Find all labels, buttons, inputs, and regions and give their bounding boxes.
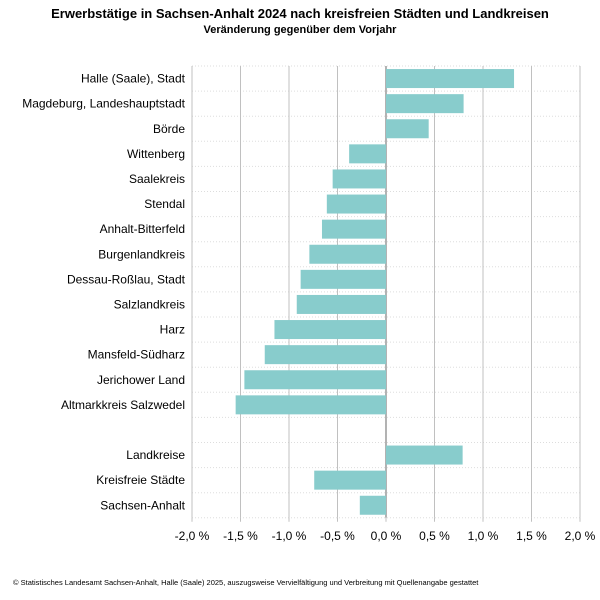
x-tick-label: 0,5 % [419, 529, 450, 543]
category-label: Magdeburg, Landeshauptstadt [22, 97, 185, 111]
x-tick-label: 1,0 % [468, 529, 499, 543]
category-label: Altmarkkreis Salzwedel [61, 398, 185, 412]
category-label: Harz [160, 323, 185, 337]
bar [321, 219, 386, 239]
category-label: Burgenlandkreis [98, 247, 185, 261]
x-tick-label: -1,0 % [272, 529, 307, 543]
bar [309, 244, 386, 264]
category-label: Wittenberg [127, 147, 185, 161]
x-tick-label: -2,0 % [175, 529, 210, 543]
bar [296, 294, 386, 314]
x-tick-label: 0,0 % [371, 529, 402, 543]
bar [274, 320, 386, 340]
bar [386, 445, 463, 465]
bar [386, 119, 429, 139]
bar [264, 345, 386, 365]
x-tick-label: 2,0 % [565, 529, 596, 543]
category-labels: Halle (Saale), Stadt Magdeburg, Landeshau… [22, 72, 185, 513]
category-label: Mansfeld-Südharz [88, 348, 185, 362]
category-label: Salzlandkreis [114, 297, 185, 311]
category-label: Sachsen-Anhalt [100, 498, 185, 512]
grid-layer [191, 65, 581, 522]
bar [300, 269, 386, 289]
bar [349, 144, 386, 164]
category-label: Dessau-Roßlau, Stadt [67, 272, 186, 286]
bar [235, 395, 386, 415]
bar-layer [235, 69, 515, 515]
bar [244, 370, 386, 390]
x-axis-ticks: -2,0 % -1,5 % -1,0 % -0,5 % 0,0 % 0,5 % 1,0 % 1… [175, 529, 596, 543]
x-tick-label: 1,5 % [516, 529, 547, 543]
bar [314, 470, 386, 490]
category-label: Jerichower Land [97, 373, 185, 387]
category-label: Anhalt-Bitterfeld [100, 222, 185, 236]
chart-title: Erwerbstätige in Sachsen-Anhalt 2024 nac… [51, 6, 549, 21]
category-label: Landkreise [126, 448, 185, 462]
category-label: Börde [153, 122, 185, 136]
bar [386, 94, 464, 114]
category-label: Kreisfreie Städte [96, 473, 185, 487]
chart-subtitle: Veränderung gegenüber dem Vorjahr [203, 24, 397, 36]
copyright-note: © Statistisches Landesamt Sachsen-Anhalt… [13, 578, 479, 587]
x-tick-label: -0,5 % [320, 529, 355, 543]
category-label: Stendal [144, 197, 185, 211]
x-tick-label: -1,5 % [223, 529, 258, 543]
bar [359, 495, 386, 515]
category-label: Halle (Saale), Stadt [81, 72, 186, 86]
bar [326, 194, 386, 214]
bar [386, 69, 515, 89]
bar [332, 169, 386, 189]
category-label: Saalekreis [129, 172, 185, 186]
